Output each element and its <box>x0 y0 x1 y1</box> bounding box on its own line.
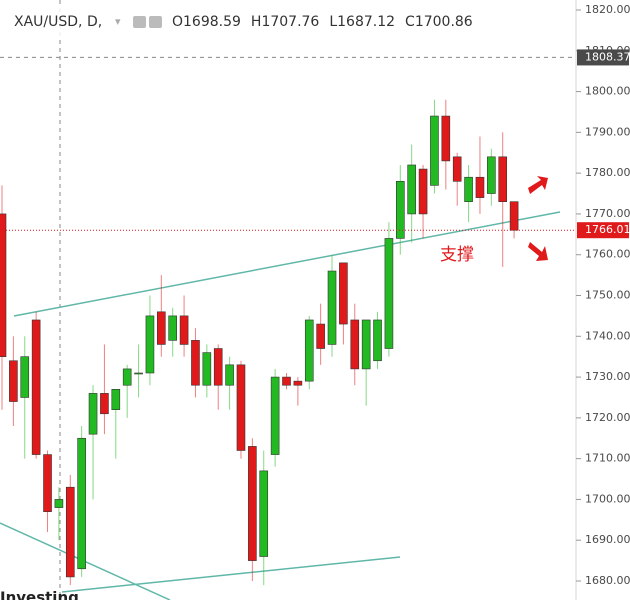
candles <box>0 99 519 586</box>
candle-body <box>225 364 234 386</box>
legend-value: O1698.59 <box>172 14 241 30</box>
candle-body <box>122 368 132 386</box>
candle-body <box>100 393 109 415</box>
candle-body <box>407 164 416 215</box>
settings-icon[interactable] <box>133 16 146 28</box>
y-tick-label: 1700.00 <box>585 492 630 505</box>
candle-body <box>9 360 18 402</box>
candle-body <box>464 176 473 202</box>
candle-body <box>293 380 303 386</box>
candle-body <box>88 393 98 435</box>
candle-body <box>282 376 291 386</box>
y-tick-label: 1730.00 <box>585 370 630 383</box>
candle-body <box>145 315 155 374</box>
y-tick-label: 1780.00 <box>585 166 630 179</box>
candle-body <box>111 389 121 410</box>
candle-body <box>270 376 280 455</box>
candle-body <box>213 348 223 386</box>
down-arrow <box>528 242 548 261</box>
candle-body <box>384 238 394 349</box>
candle-body <box>236 364 246 451</box>
legend-value: L1687.12 <box>329 14 395 30</box>
annotation: 支撑 <box>440 245 474 265</box>
candle-body <box>304 319 314 382</box>
candle-body <box>43 454 52 512</box>
candle-body <box>248 446 257 561</box>
legend-value: H1707.76 <box>251 14 320 30</box>
candle-body <box>441 115 451 162</box>
y-tick-label: 1800.00 <box>585 85 630 98</box>
candle-body <box>65 486 75 578</box>
candle-body <box>168 315 177 341</box>
y-tick-label: 1750.00 <box>585 289 630 302</box>
trend-line <box>61 556 401 593</box>
candle-body <box>475 176 485 198</box>
candle-body <box>202 352 212 386</box>
watermark: Investing <box>0 589 79 600</box>
y-tick-label: 1680.00 <box>585 574 630 587</box>
legend-value: C1700.86 <box>405 14 473 30</box>
candle-body <box>54 499 64 508</box>
close-icon[interactable] <box>149 16 162 28</box>
last-price-box <box>577 222 629 239</box>
candle-body <box>361 319 371 370</box>
candle-body <box>452 156 462 182</box>
candle-body <box>373 319 382 362</box>
candle-body <box>0 213 7 357</box>
y-tick-label: 1710.00 <box>585 452 630 465</box>
dropdown-icon[interactable]: ▾ <box>115 15 121 28</box>
candle-body <box>316 323 325 349</box>
candle-body <box>259 470 269 557</box>
candle-body <box>31 319 41 455</box>
y-tick-label: 1790.00 <box>585 125 630 138</box>
candle-body <box>179 315 189 345</box>
candle-body <box>509 201 519 231</box>
candle-body <box>487 156 496 194</box>
y-tick-label: 1690.00 <box>585 533 630 546</box>
candle-body <box>134 372 143 375</box>
candle-body <box>77 437 86 570</box>
last-price-label: 1766.01 <box>585 223 630 236</box>
candle-body <box>191 340 200 386</box>
candle-body <box>418 168 428 215</box>
trend-line <box>13 211 561 317</box>
symbol: XAU/USD, D, <box>14 14 102 30</box>
candle-body <box>395 181 405 239</box>
y-tick-label: 1760.00 <box>585 248 630 261</box>
crosshair-price-label: 1808.37 <box>585 50 630 63</box>
candle-body <box>350 319 360 370</box>
candle-body <box>339 262 348 325</box>
y-tick-label: 1720.00 <box>585 411 630 424</box>
legend: O1698.59 H1707.76 L1687.12 C1700.86 <box>172 14 473 30</box>
up-arrow <box>528 176 548 194</box>
candle-body <box>157 311 166 345</box>
candle-body <box>430 115 439 186</box>
header-bg <box>0 8 470 36</box>
candle-body <box>498 156 508 202</box>
candle-body <box>20 356 30 398</box>
y-tick-label: 1740.00 <box>585 329 630 342</box>
y-tick-label: 1820.00 <box>585 3 630 16</box>
y-tick-label: 1770.00 <box>585 207 630 220</box>
candle-body <box>327 270 337 345</box>
crosshair-price-box <box>577 49 629 66</box>
